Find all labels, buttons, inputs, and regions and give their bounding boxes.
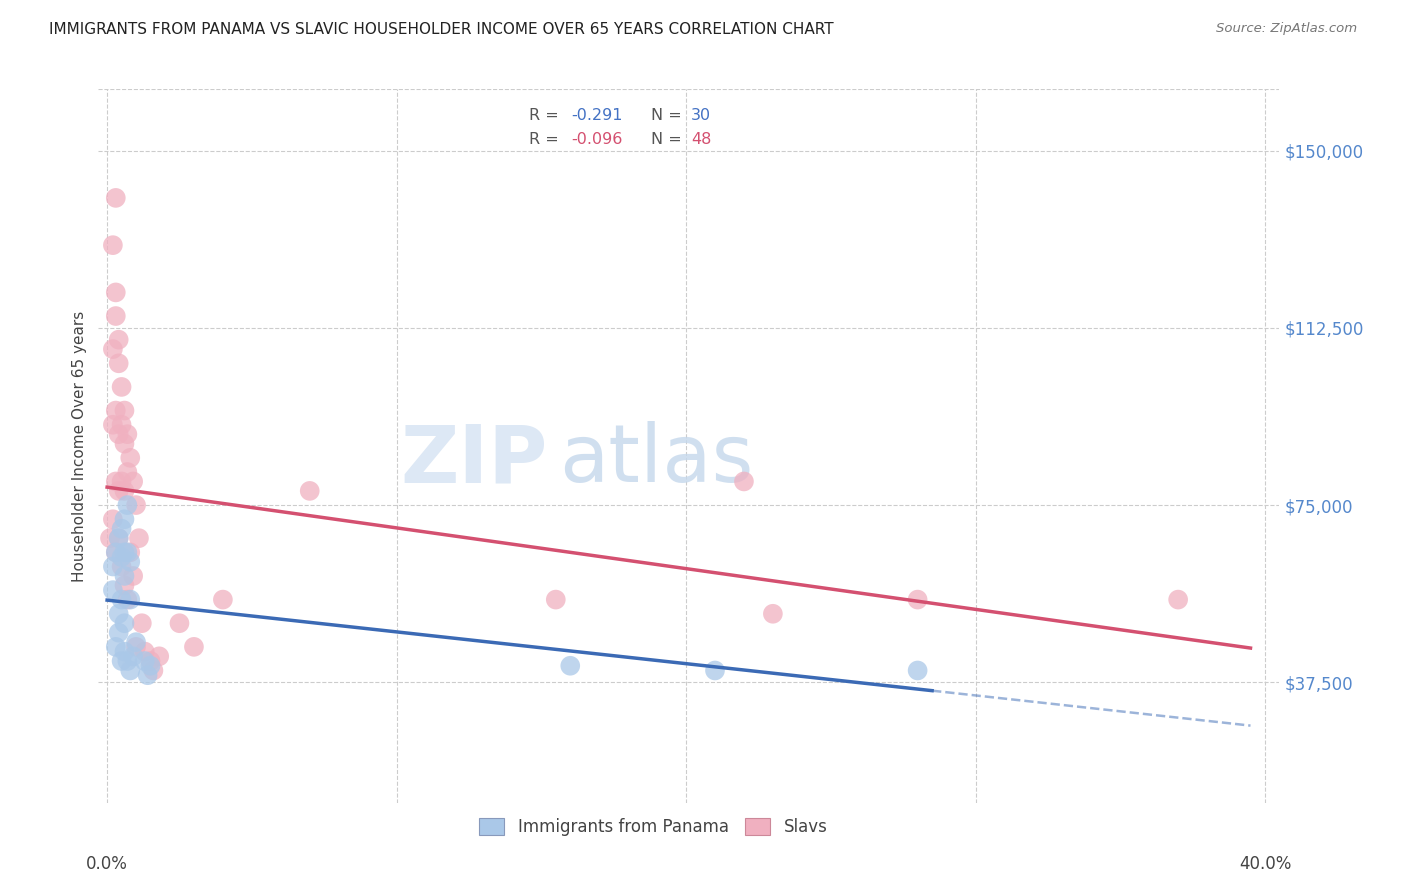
Point <box>134 654 156 668</box>
Point <box>107 483 129 498</box>
Point <box>114 545 136 559</box>
Point <box>298 483 321 498</box>
Point <box>110 592 132 607</box>
Point <box>104 545 127 559</box>
Point <box>120 555 142 569</box>
Point <box>139 654 162 668</box>
Text: 40.0%: 40.0% <box>1239 855 1291 872</box>
Legend: Immigrants from Panama, Slavs: Immigrants from Panama, Slavs <box>471 810 837 845</box>
Point <box>120 450 142 465</box>
Point <box>183 640 205 654</box>
Point <box>114 403 136 417</box>
Text: 48: 48 <box>692 132 711 146</box>
Point <box>117 592 139 607</box>
Point <box>139 658 162 673</box>
Point <box>101 342 124 356</box>
Text: N =: N = <box>651 108 688 123</box>
Point <box>117 465 139 479</box>
Point <box>101 512 124 526</box>
Point <box>107 531 129 545</box>
Point <box>122 475 145 489</box>
Point <box>107 607 129 621</box>
Point <box>131 616 153 631</box>
Point <box>104 403 127 417</box>
Point <box>114 644 136 658</box>
Point <box>907 664 929 678</box>
Point <box>104 640 127 654</box>
Point <box>107 531 129 545</box>
Point <box>98 531 121 545</box>
Point <box>114 578 136 592</box>
Point <box>110 475 132 489</box>
Point <box>104 545 127 559</box>
Point <box>907 592 929 607</box>
Point <box>122 649 145 664</box>
Point <box>128 531 150 545</box>
Point <box>117 498 139 512</box>
Point <box>110 522 132 536</box>
Y-axis label: Householder Income Over 65 years: Householder Income Over 65 years <box>72 310 87 582</box>
Point <box>110 380 132 394</box>
Text: atlas: atlas <box>560 421 754 500</box>
Text: N =: N = <box>651 132 688 146</box>
Point <box>125 640 148 654</box>
Point <box>110 550 132 565</box>
Point <box>104 285 127 300</box>
Point <box>544 592 567 607</box>
Point <box>107 333 129 347</box>
Point <box>107 356 129 370</box>
Point <box>117 545 139 559</box>
Point <box>1167 592 1189 607</box>
Text: IMMIGRANTS FROM PANAMA VS SLAVIC HOUSEHOLDER INCOME OVER 65 YEARS CORRELATION CH: IMMIGRANTS FROM PANAMA VS SLAVIC HOUSEHO… <box>49 22 834 37</box>
Text: R =: R = <box>530 108 564 123</box>
Point <box>101 583 124 598</box>
Text: ZIP: ZIP <box>399 421 547 500</box>
Point <box>120 592 142 607</box>
Point <box>104 475 127 489</box>
Point <box>762 607 785 621</box>
Point <box>169 616 191 631</box>
Text: R =: R = <box>530 132 564 146</box>
Point <box>125 498 148 512</box>
Point <box>125 635 148 649</box>
Point <box>148 649 170 664</box>
Point <box>733 475 755 489</box>
Text: -0.096: -0.096 <box>571 132 623 146</box>
Point <box>704 664 727 678</box>
Point <box>114 483 136 498</box>
Point <box>134 644 156 658</box>
Point <box>136 668 159 682</box>
Point <box>114 616 136 631</box>
Point <box>560 658 582 673</box>
Text: 0.0%: 0.0% <box>86 855 128 872</box>
Point <box>101 559 124 574</box>
Point <box>114 569 136 583</box>
Point <box>110 559 132 574</box>
Text: -0.291: -0.291 <box>571 108 623 123</box>
Point <box>104 309 127 323</box>
Point <box>110 417 132 432</box>
Point <box>142 664 165 678</box>
Point <box>117 427 139 442</box>
Point <box>120 545 142 559</box>
Point <box>120 664 142 678</box>
Point <box>104 191 127 205</box>
Point <box>117 654 139 668</box>
Point <box>122 569 145 583</box>
Text: 30: 30 <box>692 108 711 123</box>
Point <box>114 512 136 526</box>
Point <box>114 436 136 450</box>
Text: Source: ZipAtlas.com: Source: ZipAtlas.com <box>1216 22 1357 36</box>
Point <box>101 417 124 432</box>
Point <box>107 427 129 442</box>
Point <box>110 654 132 668</box>
Point <box>101 238 124 252</box>
Point <box>107 625 129 640</box>
Point <box>212 592 235 607</box>
